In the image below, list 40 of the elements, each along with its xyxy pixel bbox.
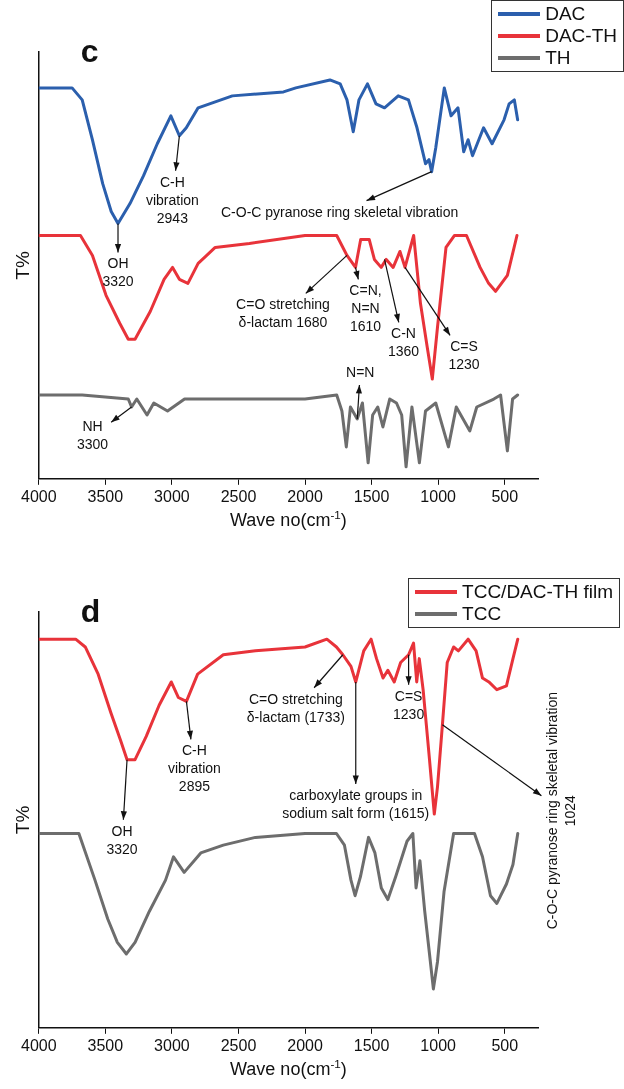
y-axis-title: T% (11, 251, 33, 280)
annotation: C-H vibration 2895 (167, 742, 221, 795)
annotation: C=S 1230 (393, 687, 425, 722)
annotation: OH 3320 (102, 255, 134, 290)
annotation: N=N (346, 363, 375, 380)
x-tick-label: 3500 (87, 1036, 124, 1054)
x-tick-label: 2500 (220, 1036, 257, 1054)
x-tick-label: 2500 (220, 487, 257, 505)
legend-label: TCC (462, 603, 502, 625)
chart-title: d (80, 593, 101, 629)
annotation: C=S 1230 (448, 338, 480, 373)
annotation: C=O stretching δ-lactam (1733) (246, 690, 345, 725)
x-tick-label: 2000 (287, 487, 323, 505)
x-tick-label: 4000 (21, 487, 57, 505)
annotation: C-N 1360 (387, 325, 420, 360)
legend-label: DAC (545, 3, 586, 25)
y-axis-title: T% (11, 805, 33, 835)
annotation: NH 3300 (77, 417, 109, 452)
x-tick-label: 3000 (154, 487, 190, 505)
x-tick-label: 4000 (21, 1036, 57, 1054)
chart-title: c (80, 33, 99, 69)
annotation: OH 3320 (106, 822, 138, 857)
x-tick-label: 500 (491, 487, 519, 505)
x-tick-label: 3500 (87, 487, 124, 505)
x-tick-label: 1500 (353, 1036, 390, 1054)
legend-label: TH (545, 47, 571, 69)
x-tick-label: 500 (491, 1036, 519, 1054)
annotation: C=N, N=N 1610 (349, 282, 382, 335)
x-tick-label: 1000 (420, 487, 457, 505)
annotation: C-H vibration 2943 (145, 173, 199, 226)
legend-label: TCC/DAC-TH film (462, 581, 613, 603)
legend-label: DAC-TH (545, 25, 617, 47)
x-tick-label: 1000 (420, 1036, 457, 1054)
x-tick-label: 1500 (353, 487, 390, 505)
annotation: C-O-C pyranose ring skeletal vibration 1024 (544, 692, 579, 930)
annotation: C=O stretching δ-lactam 1680 (236, 296, 330, 331)
x-tick-label: 3000 (154, 1036, 190, 1054)
x-tick-label: 2000 (287, 1036, 323, 1054)
annotation: C-O-C pyranose ring skeletal vibration (220, 203, 459, 220)
annotation: carboxylate groups in sodium salt form (1615) (282, 786, 430, 821)
